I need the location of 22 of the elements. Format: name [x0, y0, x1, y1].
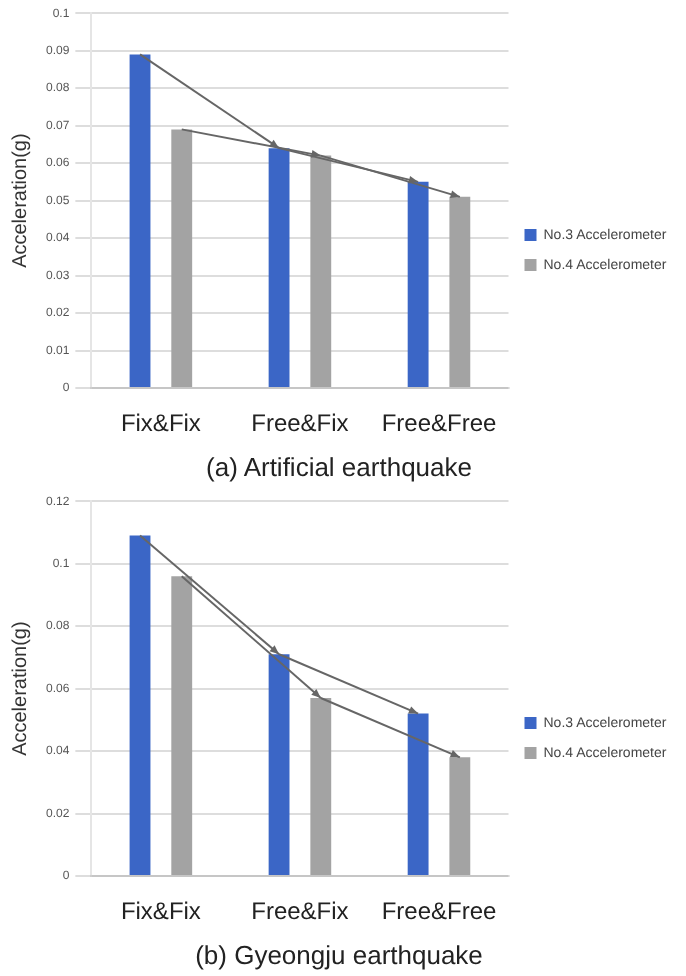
x-tick-label: Free&Free: [381, 409, 497, 438]
bar: [310, 697, 332, 875]
x-tick-label: Free&Fix: [251, 409, 349, 438]
bar: [449, 196, 471, 387]
x-tick-label: Fix&Fix: [120, 897, 201, 926]
bar: [310, 155, 332, 387]
bar: [171, 129, 193, 387]
bar: [407, 181, 429, 387]
text: (b) Gyeongju earthquake: [195, 939, 483, 970]
x-tick-label: Free&Free: [381, 897, 497, 926]
y-axis-title: Acceleration(g): [9, 133, 32, 268]
bar: [268, 654, 290, 875]
bar: [449, 757, 471, 875]
bar: [171, 576, 193, 875]
x-tick-label: Fix&Fix: [120, 409, 201, 438]
bar: [268, 148, 290, 387]
bar: [407, 713, 429, 875]
x-tick-label: Free&Fix: [251, 897, 349, 926]
bar: [129, 54, 151, 387]
bar: [129, 535, 151, 875]
text: (a) Artificial earthquake: [206, 451, 472, 482]
y-axis-title: Acceleration(g): [9, 621, 32, 756]
